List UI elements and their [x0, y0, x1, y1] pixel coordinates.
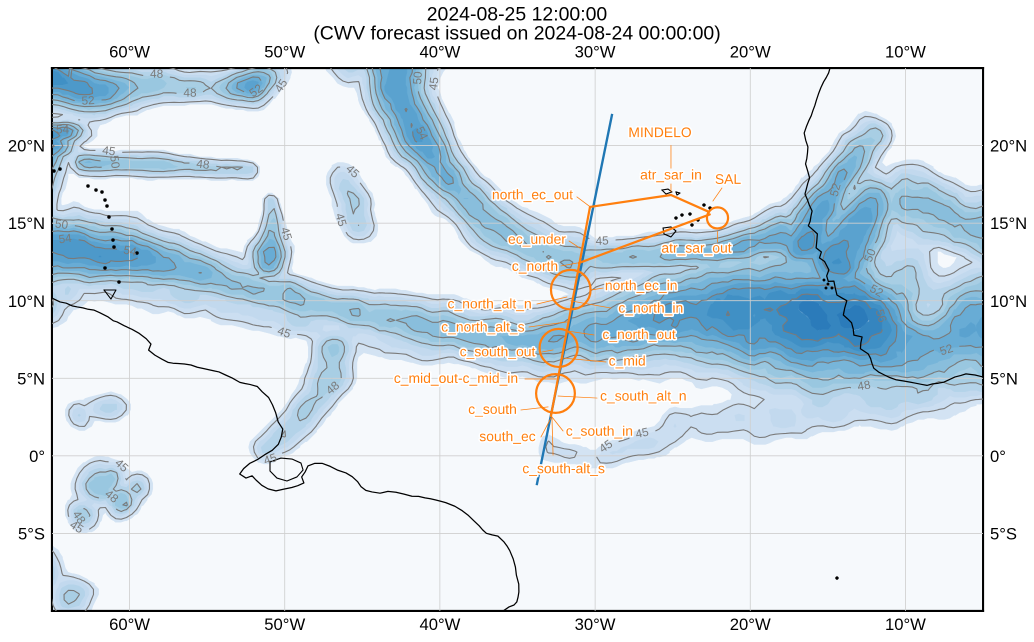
- svg-text:5°S: 5°S: [990, 524, 1017, 543]
- svg-text:5°S: 5°S: [18, 524, 45, 543]
- svg-text:45: 45: [426, 76, 441, 91]
- svg-text:54: 54: [58, 231, 73, 247]
- svg-text:52: 52: [867, 281, 885, 300]
- svg-text:50: 50: [861, 246, 879, 264]
- svg-text:2024-08-25 12:00:00: 2024-08-25 12:00:00: [427, 4, 608, 26]
- svg-text:10°W: 10°W: [885, 43, 926, 62]
- svg-text:54: 54: [413, 124, 431, 142]
- svg-text:48: 48: [183, 86, 197, 100]
- svg-text:5°N: 5°N: [17, 369, 45, 388]
- svg-text:(CWV forecast issued on 2024-0: (CWV forecast issued on 2024-08-24 00:00…: [313, 23, 720, 45]
- svg-text:10°N: 10°N: [8, 292, 45, 311]
- svg-text:48: 48: [856, 377, 872, 393]
- svg-text:56: 56: [873, 307, 890, 324]
- svg-text:52: 52: [827, 182, 844, 198]
- svg-text:45: 45: [634, 424, 650, 441]
- svg-text:54: 54: [56, 122, 70, 136]
- svg-text:45: 45: [333, 211, 350, 228]
- svg-text:50: 50: [410, 71, 425, 85]
- svg-text:45: 45: [278, 225, 295, 242]
- svg-text:52: 52: [81, 93, 95, 108]
- svg-text:48: 48: [196, 156, 211, 171]
- svg-text:20°W: 20°W: [730, 615, 771, 634]
- svg-text:45: 45: [276, 324, 293, 342]
- svg-text:10°W: 10°W: [885, 615, 926, 634]
- svg-text:15°N: 15°N: [990, 214, 1027, 233]
- svg-text:30°W: 30°W: [575, 43, 616, 62]
- svg-text:40°W: 40°W: [419, 615, 460, 634]
- svg-text:20°N: 20°N: [8, 137, 45, 156]
- svg-text:52: 52: [938, 341, 955, 358]
- svg-text:54: 54: [122, 243, 138, 259]
- svg-text:50: 50: [54, 217, 69, 232]
- svg-text:5°N: 5°N: [990, 369, 1018, 388]
- svg-text:60°W: 60°W: [109, 615, 150, 634]
- svg-text:10°N: 10°N: [990, 292, 1027, 311]
- svg-text:50°W: 50°W: [264, 615, 305, 634]
- svg-text:20°N: 20°N: [990, 137, 1027, 156]
- svg-text:45: 45: [595, 233, 609, 248]
- svg-text:60°W: 60°W: [109, 43, 150, 62]
- svg-text:48: 48: [150, 67, 164, 81]
- svg-text:20°W: 20°W: [730, 43, 771, 62]
- svg-text:45: 45: [262, 450, 279, 468]
- svg-text:30°W: 30°W: [575, 615, 616, 634]
- svg-text:40°W: 40°W: [419, 43, 460, 62]
- svg-text:0°: 0°: [990, 447, 1006, 466]
- svg-text:0°: 0°: [29, 447, 45, 466]
- svg-text:45: 45: [101, 143, 116, 159]
- svg-text:50: 50: [107, 154, 123, 169]
- svg-text:15°N: 15°N: [8, 214, 45, 233]
- svg-text:50°W: 50°W: [264, 43, 305, 62]
